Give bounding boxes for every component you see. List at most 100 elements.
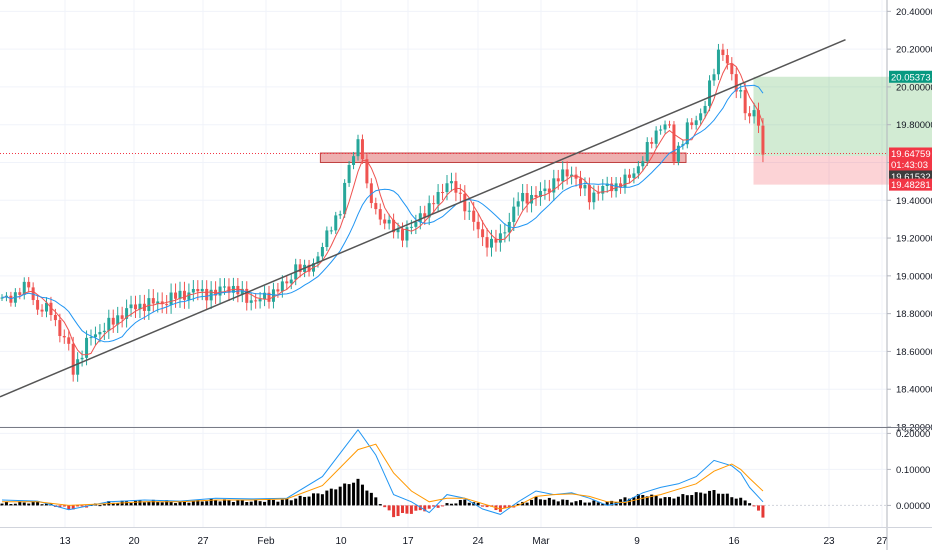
candle-body — [285, 281, 288, 283]
histogram-bar — [699, 493, 702, 506]
price-label-text: 19.48281 — [891, 180, 931, 191]
histogram-bar — [450, 504, 453, 506]
histogram-bar — [1, 504, 4, 506]
y-tick-label: 19.80000 — [896, 120, 932, 131]
histogram-bar — [570, 502, 573, 505]
x-tick-label: 9 — [634, 536, 640, 547]
histogram-bar — [245, 502, 248, 505]
histogram-bar — [713, 490, 716, 505]
candle-body — [650, 142, 653, 144]
histogram-bar — [214, 500, 217, 505]
candle-body — [147, 298, 150, 311]
trendline-layer[interactable] — [0, 40, 846, 397]
fast-moving-average — [2, 63, 763, 354]
candle-body — [130, 304, 133, 308]
histogram-bar — [161, 502, 164, 505]
candle-body — [27, 282, 30, 287]
y-tick-label: 19.40000 — [896, 196, 932, 207]
candle-body — [219, 287, 222, 296]
candle-body — [730, 63, 733, 74]
candle-body — [339, 214, 342, 215]
candle-body — [664, 124, 667, 129]
candle-body — [699, 113, 702, 120]
histogram-bar — [695, 492, 698, 505]
candle-body — [468, 211, 471, 212]
histogram-bar — [63, 505, 66, 506]
histogram-bar — [672, 499, 675, 506]
osc-tick-label: 0.00000 — [896, 501, 930, 512]
candle-body — [517, 201, 520, 206]
histogram-bar — [321, 494, 324, 505]
histogram-bar — [748, 503, 751, 505]
histogram-bar — [14, 504, 17, 506]
x-tick-label: 23 — [823, 536, 835, 547]
candle-body — [441, 192, 444, 193]
candle-body — [383, 220, 386, 224]
candle-body — [566, 169, 569, 176]
histogram-bar — [379, 504, 382, 505]
candle-body — [401, 229, 404, 240]
candle-body — [352, 156, 355, 165]
histogram-bar — [468, 503, 471, 506]
resistance-zone — [320, 153, 686, 162]
candle-body — [290, 280, 293, 284]
histogram-bar — [134, 501, 137, 506]
candle-body — [374, 203, 377, 209]
oscillator-pane — [0, 430, 887, 518]
candle-body — [67, 337, 70, 343]
candle-body — [254, 300, 257, 301]
histogram-bar — [303, 497, 306, 505]
candle-body — [450, 181, 453, 183]
histogram-bar — [414, 505, 417, 510]
candle-body — [717, 50, 720, 75]
histogram-bar — [348, 484, 351, 505]
histogram-bar — [721, 494, 724, 506]
slow-moving-average — [2, 85, 763, 342]
candle-body — [472, 211, 475, 222]
histogram-bar — [477, 503, 480, 505]
candle-body — [236, 286, 239, 294]
candle-body — [121, 315, 124, 319]
histogram-bar — [98, 505, 101, 506]
candle-body — [36, 300, 39, 310]
candle-body — [535, 195, 538, 197]
histogram-bar — [704, 494, 707, 506]
support-trendline[interactable] — [0, 40, 846, 397]
histogram-bar — [397, 505, 400, 516]
histogram-bar — [592, 501, 595, 506]
histogram-bar — [730, 497, 733, 505]
histogram-bar — [156, 502, 159, 505]
candle-body — [592, 193, 595, 203]
oscillator-main-line — [2, 430, 763, 515]
x-tick-label: 20 — [128, 536, 140, 547]
histogram-bar — [561, 500, 564, 506]
histogram-bar — [281, 500, 284, 506]
candle-body — [761, 126, 764, 155]
x-tick-label: 17 — [402, 536, 414, 547]
y-tick-label: 20.40000 — [896, 7, 932, 18]
histogram-bar — [143, 502, 146, 505]
candle-body — [414, 222, 417, 227]
candle-body — [259, 299, 262, 301]
histogram-bar — [757, 505, 760, 510]
y-tick-label: 19.00000 — [896, 271, 932, 282]
candle-body — [165, 304, 168, 305]
candle-body — [250, 300, 253, 303]
histogram-bar — [552, 500, 555, 506]
histogram-bar — [76, 505, 79, 506]
candle-body — [72, 344, 75, 375]
candle-body — [481, 229, 484, 237]
x-tick-label: 27 — [876, 536, 888, 547]
candle-body — [357, 139, 360, 156]
x-tick-label: Feb — [257, 536, 275, 547]
candle-body — [174, 293, 177, 299]
candle-body — [632, 173, 635, 177]
histogram-bar — [383, 505, 386, 507]
histogram-bar — [428, 505, 431, 508]
histogram-bar — [370, 493, 373, 506]
histogram-bar — [717, 494, 720, 506]
candle-body — [134, 304, 137, 309]
x-tick-label: 24 — [472, 536, 484, 547]
